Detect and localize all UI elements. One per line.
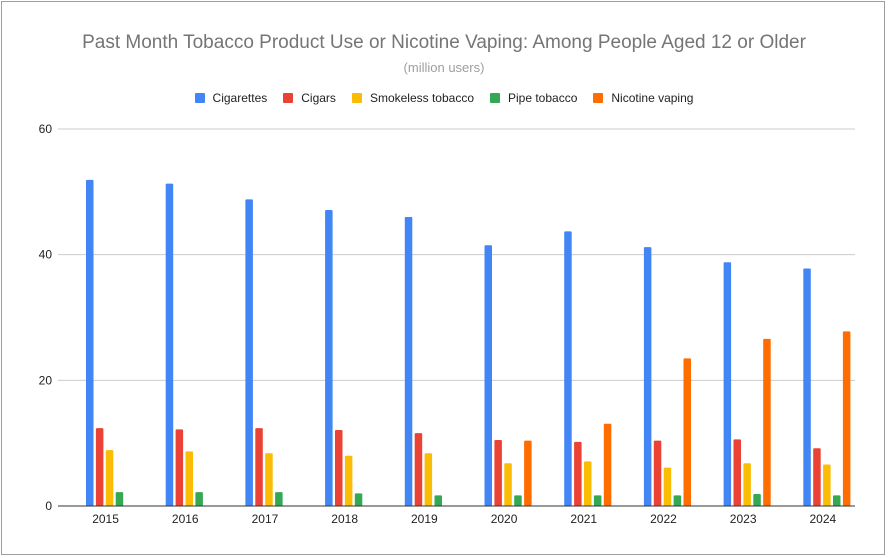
x-tick-label: 2019 bbox=[411, 512, 438, 526]
x-tick-label: 2021 bbox=[570, 512, 597, 526]
x-tick-label: 2018 bbox=[331, 512, 358, 526]
legend-label: Cigars bbox=[301, 91, 336, 105]
y-tick-label: 60 bbox=[39, 122, 53, 136]
y-tick-label: 40 bbox=[39, 248, 53, 262]
legend-swatch-cigarettes bbox=[194, 93, 205, 103]
bar-pipe-tobacco-2020 bbox=[514, 495, 522, 506]
bar-cigars-2015 bbox=[95, 428, 104, 506]
bar-cigarettes-2017 bbox=[245, 199, 253, 506]
legend-item-cigars[interactable]: Cigars bbox=[283, 91, 336, 105]
bar-pipe-tobacco-2019 bbox=[434, 495, 442, 506]
bar-nicotine-vaping-2021 bbox=[603, 423, 612, 506]
y-tick-label: 0 bbox=[45, 499, 52, 513]
legend-label: Smokeless tobacco bbox=[369, 91, 474, 105]
chart-subtitle: (million users) bbox=[403, 60, 485, 75]
bar-cigars-2019 bbox=[414, 433, 423, 506]
bar-cigarettes-2018 bbox=[325, 210, 333, 506]
bar-cigarettes-2020 bbox=[484, 245, 492, 506]
legend: Cigarettes Cigars Smokeless tobacco Pipe… bbox=[0, 91, 888, 105]
bar-pipe-tobacco-2021 bbox=[593, 495, 602, 506]
bar-nicotine-vaping-2024 bbox=[842, 331, 851, 506]
x-tick-label: 2020 bbox=[491, 512, 518, 526]
x-tick-label: 2022 bbox=[650, 512, 677, 526]
legend-swatch-smokeless-tobacco bbox=[351, 93, 362, 103]
bar-smokeless-tobacco-2024 bbox=[823, 464, 831, 506]
x-tick-label: 2023 bbox=[730, 512, 757, 526]
bar-cigarettes-2024 bbox=[803, 268, 811, 506]
legend-label: Cigarettes bbox=[212, 91, 268, 105]
bar-cigarettes-2023 bbox=[723, 262, 732, 506]
bar-pipe-tobacco-2024 bbox=[833, 495, 841, 506]
bar-pipe-tobacco-2023 bbox=[753, 494, 761, 506]
bar-cigars-2022 bbox=[653, 440, 662, 506]
legend-item-cigarettes[interactable]: Cigarettes bbox=[194, 91, 268, 105]
bar-smokeless-tobacco-2019 bbox=[424, 453, 433, 506]
bar-smokeless-tobacco-2021 bbox=[584, 461, 592, 506]
bar-smokeless-tobacco-2017 bbox=[265, 453, 273, 506]
x-tick-label: 2015 bbox=[92, 512, 119, 526]
legend-item-nicotine-vaping[interactable]: Nicotine vaping bbox=[593, 91, 693, 105]
legend-label: Nicotine vaping bbox=[611, 91, 694, 105]
bar-cigars-2017 bbox=[255, 428, 263, 506]
bar-pipe-tobacco-2018 bbox=[354, 493, 363, 506]
bar-cigars-2021 bbox=[574, 441, 582, 506]
bar-smokeless-tobacco-2015 bbox=[105, 450, 114, 506]
bar-smokeless-tobacco-2016 bbox=[185, 451, 193, 506]
legend-swatch-pipe-tobacco bbox=[490, 93, 500, 103]
bar-cigarettes-2015 bbox=[86, 179, 94, 506]
x-tick-label: 2016 bbox=[172, 512, 199, 526]
bar-cigarettes-2021 bbox=[564, 231, 572, 506]
bar-cigarettes-2016 bbox=[165, 183, 174, 507]
legend-item-pipe-tobacco[interactable]: Pipe tobacco bbox=[490, 91, 577, 105]
bar-cigars-2024 bbox=[813, 448, 821, 506]
legend-label: Pipe tobacco bbox=[508, 91, 578, 105]
y-tick-label: 20 bbox=[39, 373, 53, 387]
bar-cigars-2016 bbox=[175, 429, 184, 506]
x-tick-label: 2024 bbox=[809, 512, 836, 526]
bar-nicotine-vaping-2022 bbox=[683, 358, 691, 506]
bar-cigars-2023 bbox=[733, 439, 741, 506]
legend-swatch-nicotine-vaping bbox=[593, 93, 604, 103]
x-tick-label: 2017 bbox=[252, 512, 279, 526]
bar-nicotine-vaping-2020 bbox=[524, 440, 532, 506]
bar-smokeless-tobacco-2020 bbox=[504, 463, 512, 506]
bar-cigars-2020 bbox=[494, 440, 502, 506]
bar-smokeless-tobacco-2022 bbox=[663, 467, 672, 506]
bar-nicotine-vaping-2023 bbox=[763, 338, 771, 506]
bar-smokeless-tobacco-2023 bbox=[743, 463, 751, 506]
bar-pipe-tobacco-2022 bbox=[673, 495, 682, 506]
bar-cigarettes-2019 bbox=[404, 216, 413, 506]
bar-pipe-tobacco-2016 bbox=[195, 492, 203, 506]
chart-title: Past Month Tobacco Product Use or Nicoti… bbox=[82, 32, 806, 53]
bar-pipe-tobacco-2015 bbox=[115, 492, 124, 506]
legend-item-smokeless-tobacco[interactable]: Smokeless tobacco bbox=[351, 91, 474, 105]
bar-cigarettes-2022 bbox=[643, 247, 652, 507]
legend-swatch-cigars bbox=[283, 93, 294, 103]
bar-pipe-tobacco-2017 bbox=[275, 492, 283, 506]
bar-smokeless-tobacco-2018 bbox=[344, 455, 353, 506]
bar-cigars-2018 bbox=[335, 429, 343, 506]
